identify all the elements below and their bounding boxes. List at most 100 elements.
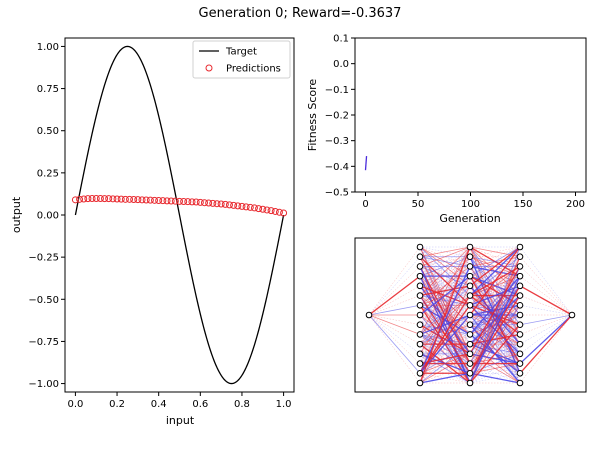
prediction-point: [121, 195, 129, 203]
network-edge: [469, 343, 521, 374]
prediction-point: [180, 198, 188, 206]
network-edge: [368, 314, 421, 364]
network-node: [416, 321, 424, 329]
network-node: [466, 360, 474, 367]
network-edge: [419, 246, 471, 345]
x-tick-label: 0.6: [192, 399, 208, 410]
network-edge: [368, 295, 421, 316]
prediction-point: [142, 196, 150, 204]
network-edge: [419, 314, 471, 345]
network-edge: [419, 275, 471, 306]
network-edge: [519, 314, 573, 384]
network-edge: [469, 343, 521, 355]
network-edge: [469, 246, 521, 364]
network-node: [516, 272, 524, 280]
network-edge: [469, 266, 521, 345]
network-edge: [419, 314, 471, 374]
network-node: [516, 379, 524, 387]
network-edge: [419, 266, 471, 316]
y-tick-label: −0.50: [28, 295, 59, 306]
network-node: [466, 369, 474, 377]
network-edge: [469, 256, 521, 325]
prediction-point: [163, 197, 171, 205]
prediction-point: [221, 200, 229, 208]
network-edge: [519, 314, 573, 345]
network-edge: [419, 275, 471, 306]
y-tick-label: −0.25: [28, 253, 59, 264]
network-edge: [419, 256, 471, 354]
prediction-point: [184, 198, 192, 206]
network-edge: [419, 275, 471, 287]
network-edge: [469, 246, 521, 287]
y-tick-label: 0.75: [37, 84, 59, 95]
network-edge: [419, 372, 471, 384]
network-node: [466, 292, 474, 299]
y-tick-label: 1.00: [37, 42, 59, 53]
network-edge: [469, 285, 521, 316]
network-edge: [419, 324, 471, 374]
prediction-point: [76, 195, 84, 203]
network-edge: [419, 275, 471, 335]
network-edge: [419, 343, 471, 374]
network-edge: [419, 246, 471, 267]
x-tick-label: 0.2: [109, 399, 125, 410]
network-edge: [419, 295, 471, 364]
network-node: [416, 360, 424, 367]
x-tick-label: 200: [566, 199, 585, 210]
network-node: [466, 340, 474, 348]
network-node: [466, 263, 474, 270]
network-edge: [419, 343, 471, 374]
network-node: [416, 253, 424, 261]
network-edge: [519, 246, 573, 316]
network-edge: [469, 266, 521, 306]
x-tick-label: 0: [362, 199, 368, 210]
fitness-plot-series: [364, 156, 368, 171]
network-edge: [419, 266, 471, 325]
fitness-plot-y-ticks: −0.5 −0.4 −0.3 −0.2 −0.1 0.0 0.1: [325, 34, 355, 199]
network-edge: [469, 246, 521, 345]
network-edge: [419, 305, 471, 384]
network-edge: [419, 276, 471, 374]
network-edge: [419, 314, 471, 364]
network-edge: [419, 324, 471, 374]
y-tick-label: 0.50: [37, 126, 59, 137]
network-edge: [419, 246, 471, 325]
prediction-point: [275, 208, 283, 216]
network-edge: [368, 275, 421, 316]
network-edge: [419, 285, 471, 345]
prediction-point: [259, 205, 267, 213]
network-node: [466, 282, 474, 290]
network-edge: [419, 256, 471, 277]
network-node: [416, 292, 424, 299]
network-edge: [469, 334, 521, 384]
network-edge: [419, 314, 471, 336]
prediction-point: [146, 196, 154, 204]
prediction-point: [113, 195, 121, 203]
prediction-point: [280, 209, 288, 217]
network-edge: [469, 256, 521, 354]
x-tick-label: 0.4: [151, 399, 167, 410]
network-edges: [368, 246, 573, 384]
network-edge: [469, 266, 521, 384]
x-tick-label: 1.0: [276, 399, 292, 410]
network-edge: [469, 246, 521, 257]
network-edge: [419, 256, 471, 316]
network-edge: [469, 285, 521, 306]
network-edge: [469, 246, 521, 297]
prediction-point: [192, 198, 200, 206]
network-edge: [469, 256, 521, 316]
network-edge: [419, 285, 471, 384]
prediction-point: [126, 195, 134, 203]
network-edge: [419, 285, 471, 364]
network-edge: [469, 372, 521, 384]
network-edge: [469, 275, 521, 384]
network-node: [516, 331, 524, 338]
prediction-point: [188, 198, 196, 206]
network-edge: [419, 343, 471, 355]
prediction-point: [105, 195, 113, 203]
network-edge: [419, 256, 471, 306]
network-edge: [419, 285, 471, 345]
x-tick-label: 0.0: [67, 399, 83, 410]
network-node: [416, 311, 424, 319]
network-edge: [419, 285, 471, 316]
